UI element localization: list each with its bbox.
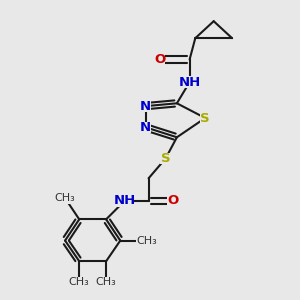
Text: CH₃: CH₃ xyxy=(55,193,76,203)
Text: CH₃: CH₃ xyxy=(137,236,158,246)
FancyBboxPatch shape xyxy=(95,277,118,288)
Text: O: O xyxy=(167,194,178,208)
FancyBboxPatch shape xyxy=(140,122,151,133)
Text: CH₃: CH₃ xyxy=(69,277,90,287)
Text: N: N xyxy=(140,100,151,112)
Text: N: N xyxy=(140,121,151,134)
FancyBboxPatch shape xyxy=(200,112,210,124)
FancyBboxPatch shape xyxy=(136,235,159,246)
FancyBboxPatch shape xyxy=(160,153,171,164)
FancyBboxPatch shape xyxy=(155,54,165,65)
Text: NH: NH xyxy=(178,76,201,88)
FancyBboxPatch shape xyxy=(68,277,91,288)
Text: O: O xyxy=(154,53,166,66)
FancyBboxPatch shape xyxy=(167,195,178,207)
FancyBboxPatch shape xyxy=(54,193,76,204)
Text: S: S xyxy=(200,112,210,124)
FancyBboxPatch shape xyxy=(116,195,133,207)
Text: NH: NH xyxy=(113,194,136,208)
Text: S: S xyxy=(161,152,170,165)
Text: CH₃: CH₃ xyxy=(96,277,116,287)
FancyBboxPatch shape xyxy=(181,76,198,88)
FancyBboxPatch shape xyxy=(140,100,151,112)
